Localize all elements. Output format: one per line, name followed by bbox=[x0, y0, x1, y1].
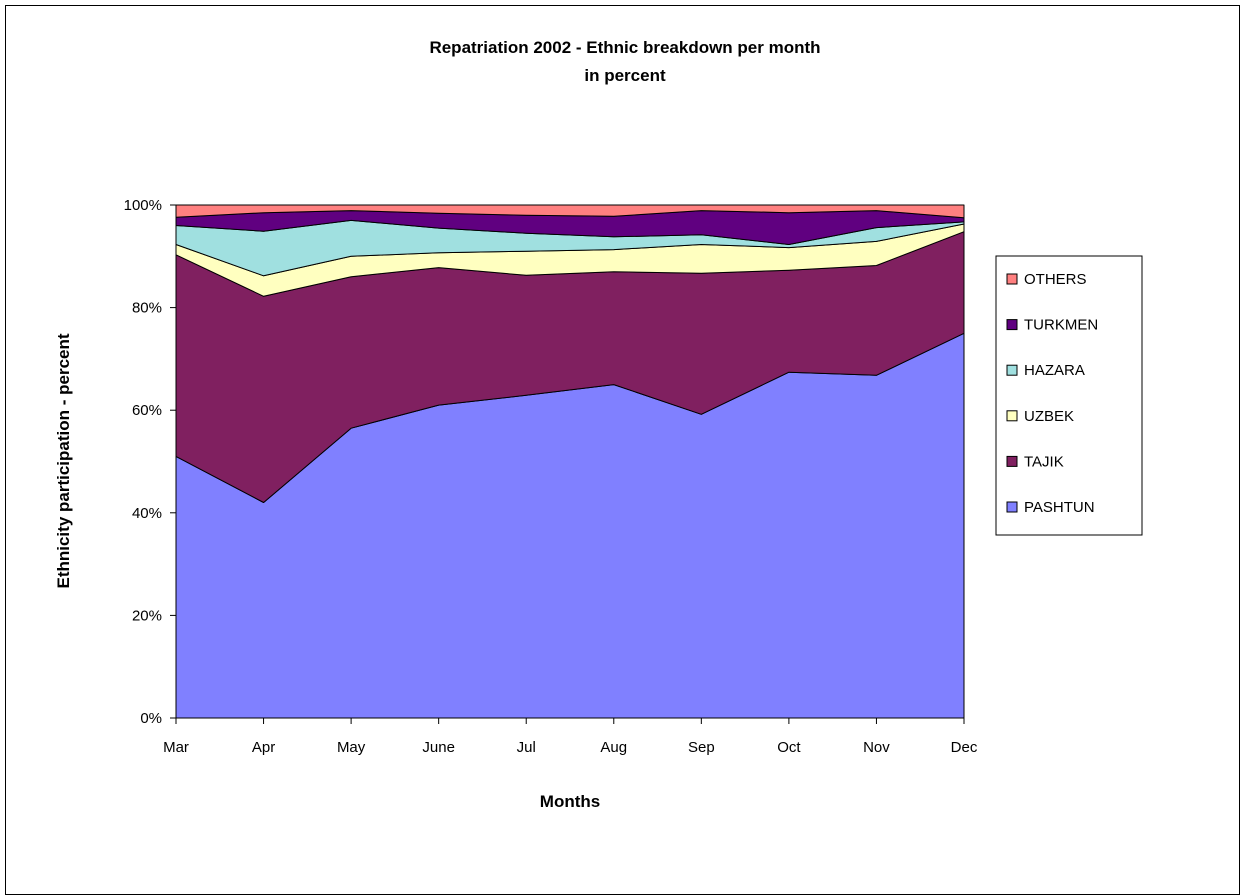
legend: OTHERS TURKMEN HAZARA UZBEK TAJIK PASHTUN bbox=[995, 255, 1143, 536]
x-tick-label: Nov bbox=[863, 739, 890, 756]
y-tick-label: 60% bbox=[132, 402, 162, 419]
x-axis-title: Months bbox=[540, 792, 600, 811]
legend-swatch-tajik bbox=[1006, 455, 1018, 467]
legend-swatch-pashtun bbox=[1006, 501, 1018, 513]
x-tick-label: Mar bbox=[163, 739, 189, 756]
y-tick-label: 80% bbox=[132, 300, 162, 317]
legend-swatch-hazara bbox=[1006, 364, 1018, 376]
legend-swatch-others bbox=[1006, 273, 1018, 285]
legend-label-tajik: TAJIK bbox=[1024, 453, 1064, 470]
x-tick-label: Sep bbox=[688, 739, 715, 756]
chart-subtitle: in percent bbox=[584, 66, 666, 85]
x-tick-label: June bbox=[422, 739, 455, 756]
legend-label-turkmen: TURKMEN bbox=[1024, 317, 1098, 334]
chart-title: Repatriation 2002 - Ethnic breakdown per… bbox=[429, 38, 820, 57]
legend-swatch-uzbek bbox=[1006, 410, 1018, 422]
plot-area bbox=[175, 204, 965, 719]
y-tick-label: 40% bbox=[132, 505, 162, 522]
x-tick-label: Oct bbox=[777, 739, 801, 756]
y-axis-title: Ethnicity participation - percent bbox=[54, 333, 73, 588]
x-tick-label: Apr bbox=[252, 739, 275, 756]
legend-label-uzbek: UZBEK bbox=[1024, 408, 1074, 425]
x-tick-label: Aug bbox=[600, 739, 627, 756]
area-others bbox=[175, 204, 965, 219]
axes: 0% 20% 40% 60% 80% 100% Mar Apr May June Jul Aug Sep… bbox=[124, 197, 978, 756]
legend-box bbox=[995, 255, 1143, 536]
legend-swatch-turkmen bbox=[1006, 319, 1018, 331]
y-tick-label: 100% bbox=[124, 197, 162, 214]
y-tick-label: 0% bbox=[140, 710, 162, 727]
x-tick-label: Dec bbox=[951, 739, 978, 756]
legend-label-hazara: HAZARA bbox=[1024, 362, 1085, 379]
x-tick-label: Jul bbox=[517, 739, 536, 756]
x-tick-label: May bbox=[337, 739, 366, 756]
y-tick-label: 20% bbox=[132, 607, 162, 624]
legend-label-others: OTHERS bbox=[1024, 271, 1087, 288]
legend-label-pashtun: PASHTUN bbox=[1024, 499, 1095, 516]
